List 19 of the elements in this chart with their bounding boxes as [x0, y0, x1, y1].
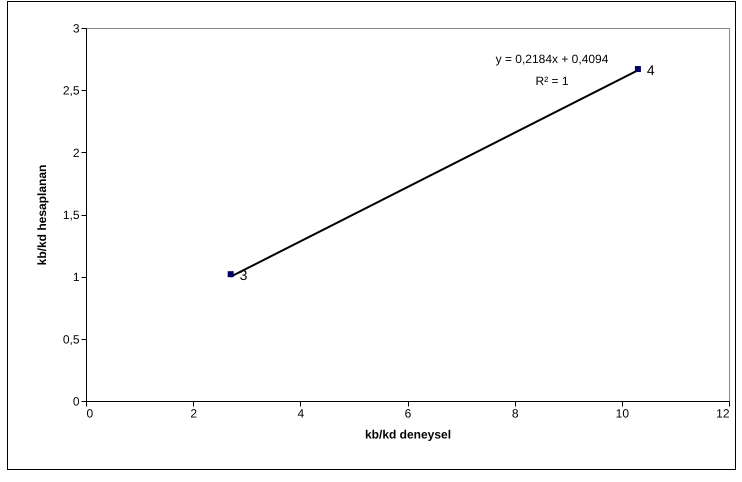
y-axis-title: kb/kd hesaplanan	[34, 164, 49, 266]
x-tick-label: 8	[512, 406, 519, 420]
y-tick-label: 1	[72, 270, 80, 284]
x-tick-label: 0	[86, 406, 94, 420]
x-axis-title: kb/kd deneysel	[364, 428, 452, 442]
y-tick-label: 1,5	[62, 208, 80, 222]
y-tick-label: 2	[72, 146, 80, 160]
x-tick-label: 10	[616, 406, 630, 420]
y-tick-label: 2,5	[62, 84, 80, 98]
x-tick-label: 6	[404, 406, 412, 420]
annotation: R² = 1	[535, 74, 569, 88]
y-tick-label: 0	[72, 394, 80, 408]
annotation: y = 0,2184x + 0,4094	[496, 52, 609, 66]
y-tick-label: 3	[72, 22, 80, 36]
x-tick-label: 12	[716, 406, 730, 420]
y-tick-label: 0,5	[62, 332, 80, 346]
annotation: 4	[646, 62, 655, 78]
x-tick-label: 2	[190, 406, 198, 420]
x-tick-label: 4	[297, 406, 304, 420]
